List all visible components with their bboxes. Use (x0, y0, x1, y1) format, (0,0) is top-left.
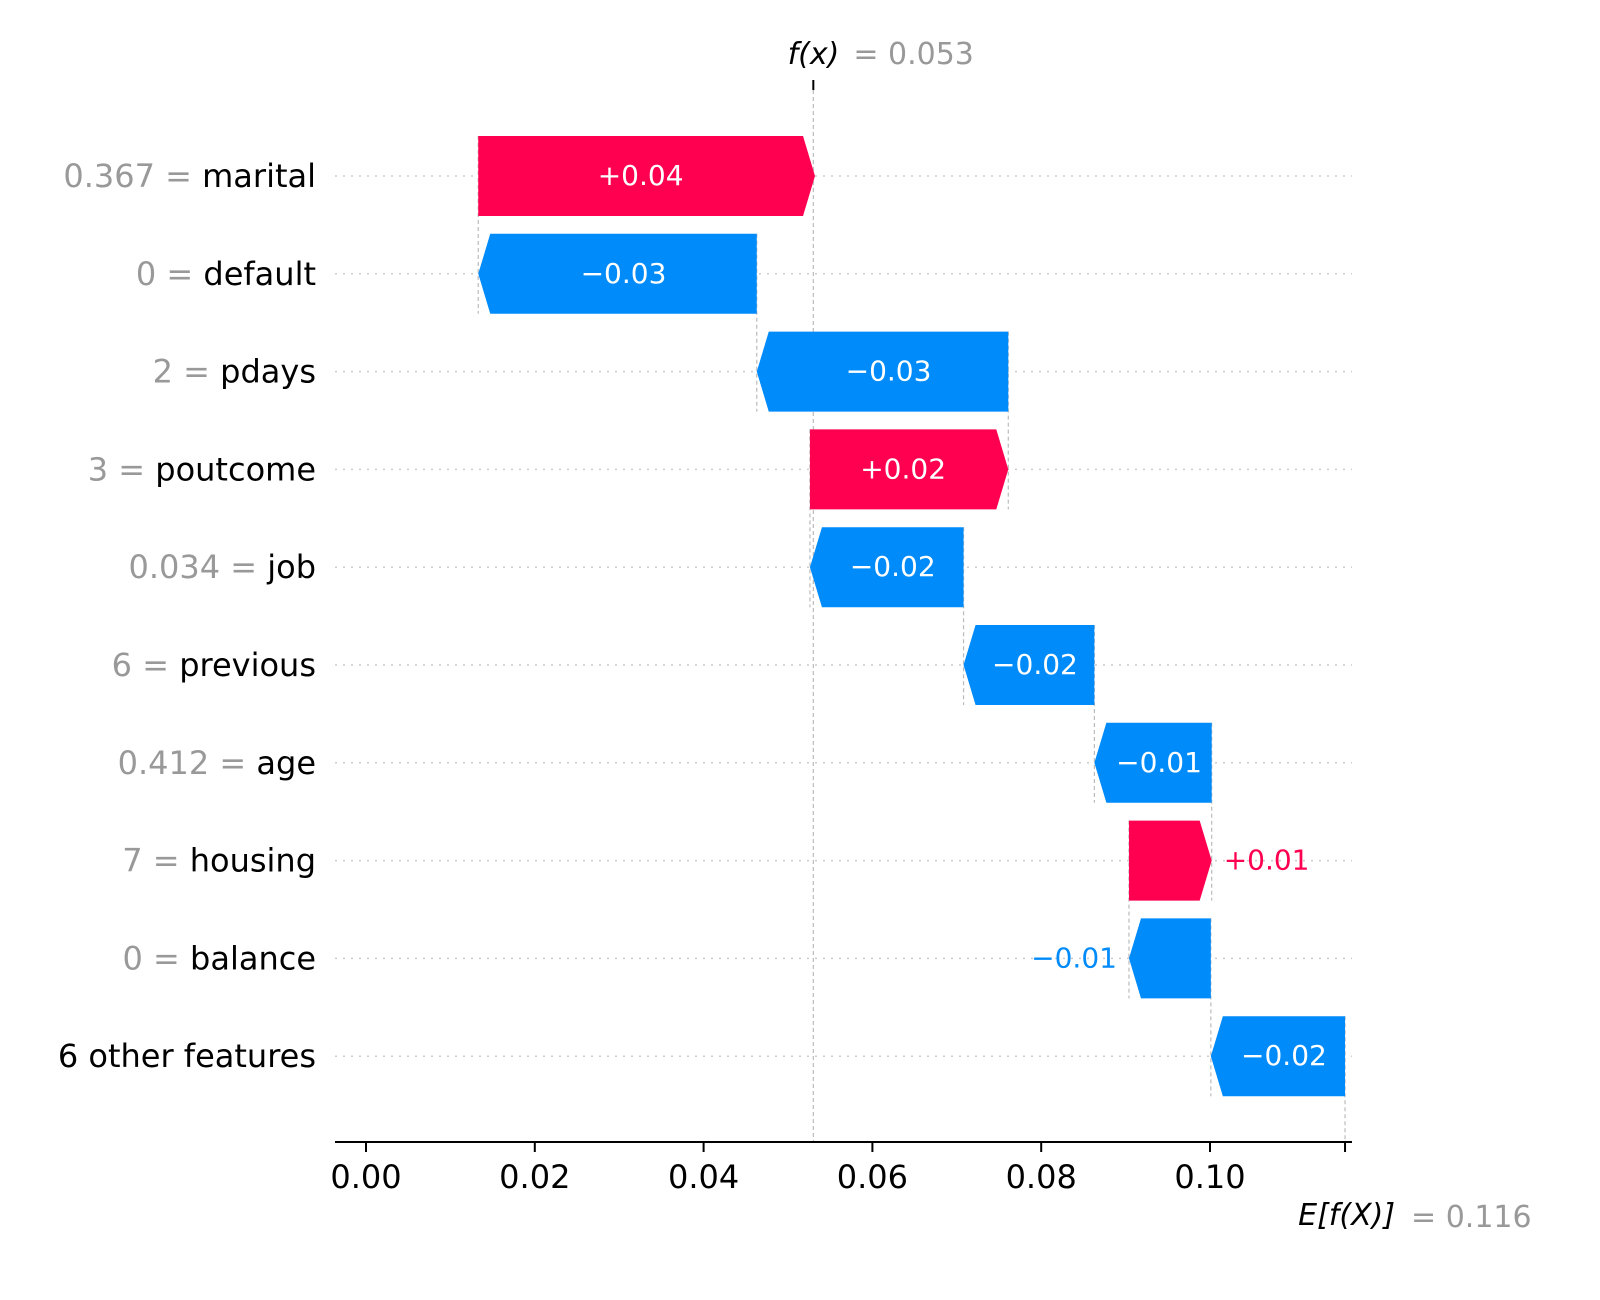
feature-value: 6 = (112, 646, 180, 684)
negative-bar (809, 527, 964, 608)
bar-value-label: −0.02 (1241, 1039, 1327, 1072)
feature-name: default (203, 255, 316, 293)
feature-name: pdays (220, 353, 316, 391)
x-tick-label: 0.08 (1006, 1158, 1077, 1196)
positive-bar (809, 429, 1009, 510)
feature-name: poutcome (155, 450, 316, 488)
output-value-label: f(x) = 0.053 (788, 37, 974, 72)
bar-value-label: −0.01 (1116, 746, 1202, 779)
feature-value: 3 = (88, 450, 156, 488)
bar-value-label: +0.04 (598, 159, 684, 192)
feature-value: 2 = (153, 353, 221, 391)
bars: +0.04 −0.03 −0.03 +0.02 −0.02 −0.02 −0.01 +0.01… (478, 136, 1346, 1097)
x-tick-label: 0.00 (330, 1158, 401, 1196)
feature-label: 0.412 = age (118, 744, 316, 782)
feature-value: 0.412 = (118, 744, 257, 782)
feature-name: housing (190, 842, 316, 880)
feature-value: 0 = (136, 255, 204, 293)
x-axis: 0.00 0.02 0.04 0.06 0.08 0.10 (330, 80, 1352, 1196)
bar-value-label: −0.02 (992, 648, 1078, 681)
x-tick-label: 0.10 (1174, 1158, 1245, 1196)
positive-bar (1128, 820, 1212, 901)
positive-bar (478, 136, 816, 216)
feature-label: 6 other features (58, 1037, 316, 1075)
feature-name: 6 other features (58, 1037, 316, 1075)
bar-value-label: +0.02 (860, 452, 946, 485)
feature-label: 0 = default (136, 255, 316, 293)
feature-labels: 0.367 = marital 0 = default 2 = pdays 3 = p… (58, 157, 316, 1075)
bar-value-label: −0.01 (1031, 941, 1117, 974)
negative-bar (1094, 722, 1212, 803)
feature-label: 7 = housing (122, 842, 316, 880)
feature-name: marital (202, 157, 316, 195)
feature-label: 0 = balance (123, 939, 317, 977)
feature-name: job (266, 548, 316, 586)
bar-value-label: −0.03 (846, 355, 932, 388)
feature-label: 3 = poutcome (88, 450, 316, 488)
feature-value: 7 = (122, 842, 190, 880)
bar-value-label: +0.01 (1224, 844, 1310, 877)
feature-value: 0 = (123, 939, 191, 977)
x-tick-label: 0.04 (668, 1158, 739, 1196)
output-label-prefix: f(x) (788, 37, 840, 72)
negative-bar (1210, 1016, 1346, 1097)
bar-value-label: −0.02 (850, 550, 936, 583)
output-label-value: = 0.053 (853, 37, 974, 72)
bar-value-label: −0.03 (581, 257, 667, 290)
base-label-prefix: E[f(X)] (1298, 1198, 1395, 1233)
negative-bar (1128, 918, 1211, 999)
feature-name: previous (179, 646, 316, 684)
feature-label: 2 = pdays (153, 353, 316, 391)
negative-bar (963, 625, 1095, 705)
base-value-label: E[f(X)] = 0.116 (1298, 1198, 1531, 1235)
negative-bar (478, 233, 757, 314)
feature-name: balance (190, 939, 316, 977)
feature-value: 0.367 = (63, 157, 202, 195)
feature-label: 6 = previous (112, 646, 316, 684)
x-tick-label: 0.06 (837, 1158, 908, 1196)
feature-name: age (256, 744, 316, 782)
feature-label: 0.367 = marital (63, 157, 316, 195)
negative-bar (756, 331, 1009, 412)
feature-label: 0.034 = job (128, 548, 316, 586)
x-tick-label: 0.02 (499, 1158, 570, 1196)
base-label-value: = 0.116 (1411, 1200, 1532, 1235)
feature-value: 0.034 = (128, 548, 267, 586)
